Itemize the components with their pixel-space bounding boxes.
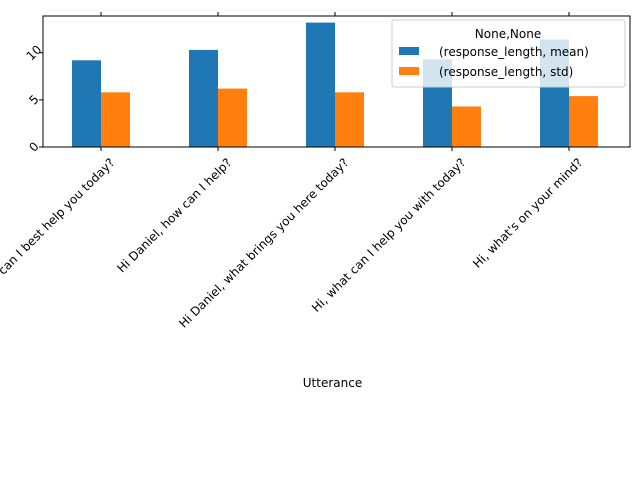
legend-title: None,None	[475, 27, 541, 41]
x-tick-label: Hi Daniel, how can I best help you today…	[0, 155, 117, 341]
x-axis-label: Utterance	[303, 376, 362, 390]
bar-mean-0	[72, 60, 101, 147]
x-tick-label: Hi Daniel, how can I help?	[114, 155, 234, 275]
legend-swatch-mean	[399, 47, 419, 55]
x-tick-label: Hi, what's on your mind?	[470, 155, 585, 270]
bar-std-1	[218, 88, 247, 147]
legend-box	[391, 19, 626, 88]
legend: None,None (response_length, mean) (respo…	[391, 19, 626, 88]
legend-label-mean: (response_length, mean)	[439, 45, 589, 59]
legend-swatch-std	[399, 67, 419, 75]
plot-frame	[42, 15, 631, 148]
legend-label-std: (response_length, std)	[439, 65, 573, 79]
bar-mean-2	[306, 22, 335, 147]
y-axis-ticks: 0 5 10	[24, 42, 45, 154]
bar-std-4	[569, 96, 598, 147]
bar-std-3	[452, 106, 481, 147]
bar-std-0	[101, 92, 130, 147]
bar-mean-1	[189, 49, 218, 148]
y-tick-label: 10	[24, 42, 45, 63]
bar-std-2	[335, 92, 364, 147]
y-tick-label: 0	[26, 139, 41, 154]
y-tick-label: 5	[26, 92, 41, 107]
